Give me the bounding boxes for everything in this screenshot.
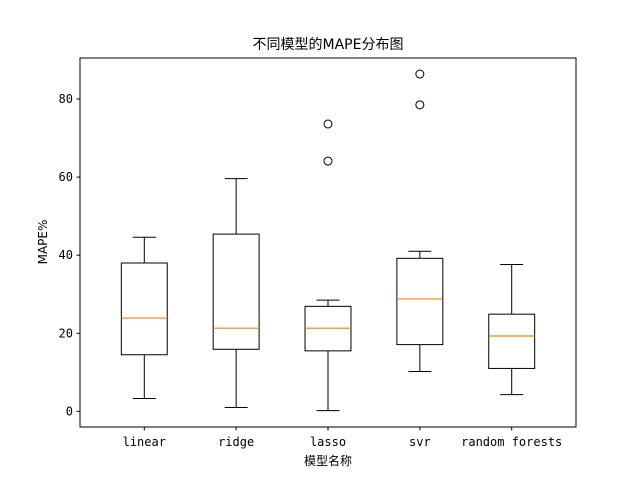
x-tick-label: random forests	[461, 435, 562, 449]
box-svr	[396, 69, 444, 373]
outlier-point	[323, 156, 333, 166]
x-tick-label: linear	[123, 435, 166, 449]
y-tick-label: 20	[59, 326, 73, 340]
box-lasso	[304, 119, 352, 412]
y-tick-label: 40	[59, 248, 73, 262]
x-axis-label: 模型名称	[304, 453, 352, 468]
box-ridge	[212, 178, 260, 408]
x-tick-label: svr	[409, 435, 431, 449]
box-iqr	[212, 233, 260, 350]
x-axis: linear ridge lasso svr random forests	[123, 427, 562, 449]
x-tick-label: ridge	[218, 435, 254, 449]
x-tick-label: lasso	[310, 435, 346, 449]
box-iqr	[396, 257, 444, 346]
box-random-forests	[488, 264, 536, 396]
box-series	[120, 69, 536, 412]
box-iqr	[120, 262, 168, 356]
box-iqr	[488, 313, 536, 369]
y-axis-label: MAPE%	[36, 220, 50, 265]
outlier-point	[415, 100, 425, 110]
outlier-point	[415, 69, 425, 79]
y-tick-label: 60	[59, 170, 73, 184]
y-axis: 0 20 40 60 80	[59, 92, 80, 418]
chart-title: 不同模型的MAPE分布图	[253, 37, 404, 53]
box-linear	[120, 236, 168, 399]
y-tick-label: 80	[59, 92, 73, 106]
y-tick-label: 0	[66, 404, 73, 418]
outlier-point	[323, 119, 333, 129]
